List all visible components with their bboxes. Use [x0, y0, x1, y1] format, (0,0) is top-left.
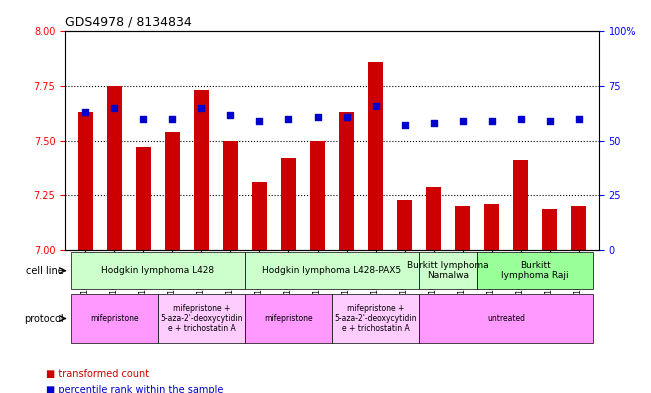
Text: Hodgkin lymphoma L428: Hodgkin lymphoma L428	[102, 266, 214, 275]
Text: mifepristone: mifepristone	[264, 314, 312, 323]
Bar	[426, 187, 441, 250]
FancyBboxPatch shape	[332, 294, 419, 343]
Bar	[223, 141, 238, 250]
Point	[225, 111, 236, 118]
Point	[312, 114, 323, 120]
Point	[516, 116, 526, 122]
Bar	[281, 158, 296, 250]
Bar	[311, 141, 325, 250]
FancyBboxPatch shape	[477, 252, 593, 289]
Text: mifepristone +
5-aza-2'-deoxycytidin
e + trichostatin A: mifepristone + 5-aza-2'-deoxycytidin e +…	[334, 304, 417, 333]
Point	[399, 122, 409, 129]
Point	[138, 116, 148, 122]
FancyBboxPatch shape	[245, 252, 419, 289]
Bar	[78, 112, 92, 250]
Point	[255, 118, 265, 124]
Text: untreated: untreated	[487, 314, 525, 323]
Bar	[165, 132, 180, 250]
FancyBboxPatch shape	[419, 294, 593, 343]
Bar	[107, 86, 122, 250]
Point	[574, 116, 584, 122]
Bar	[484, 204, 499, 250]
Text: Burkitt
lymphoma Raji: Burkitt lymphoma Raji	[501, 261, 569, 280]
Point	[341, 114, 352, 120]
Bar	[572, 206, 586, 250]
Point	[544, 118, 555, 124]
Bar	[252, 182, 267, 250]
Text: mifepristone +
5-aza-2'-deoxycytidin
e + trichostatin A: mifepristone + 5-aza-2'-deoxycytidin e +…	[160, 304, 243, 333]
Point	[80, 109, 90, 116]
Point	[109, 105, 120, 111]
Point	[283, 116, 294, 122]
Bar	[397, 200, 412, 250]
Text: cell line: cell line	[26, 266, 64, 275]
Text: ■ transformed count: ■ transformed count	[46, 369, 148, 379]
FancyBboxPatch shape	[245, 294, 332, 343]
Bar	[339, 112, 353, 250]
Bar	[368, 62, 383, 250]
Bar	[542, 209, 557, 250]
FancyBboxPatch shape	[158, 294, 245, 343]
Point	[370, 103, 381, 109]
Bar	[455, 206, 470, 250]
Text: mifepristone: mifepristone	[90, 314, 139, 323]
Bar	[136, 147, 150, 250]
Text: GDS4978 / 8134834: GDS4978 / 8134834	[65, 16, 192, 29]
Text: protocol: protocol	[24, 314, 64, 323]
Text: Burkitt lymphoma
Namalwa: Burkitt lymphoma Namalwa	[408, 261, 489, 280]
Point	[458, 118, 468, 124]
FancyBboxPatch shape	[419, 252, 477, 289]
Text: Hodgkin lymphoma L428-PAX5: Hodgkin lymphoma L428-PAX5	[262, 266, 402, 275]
Point	[428, 120, 439, 127]
Point	[196, 105, 206, 111]
Point	[486, 118, 497, 124]
Bar	[514, 160, 528, 250]
FancyBboxPatch shape	[71, 294, 158, 343]
Point	[167, 116, 178, 122]
Bar	[194, 90, 209, 250]
FancyBboxPatch shape	[71, 252, 245, 289]
Text: ■ percentile rank within the sample: ■ percentile rank within the sample	[46, 385, 223, 393]
